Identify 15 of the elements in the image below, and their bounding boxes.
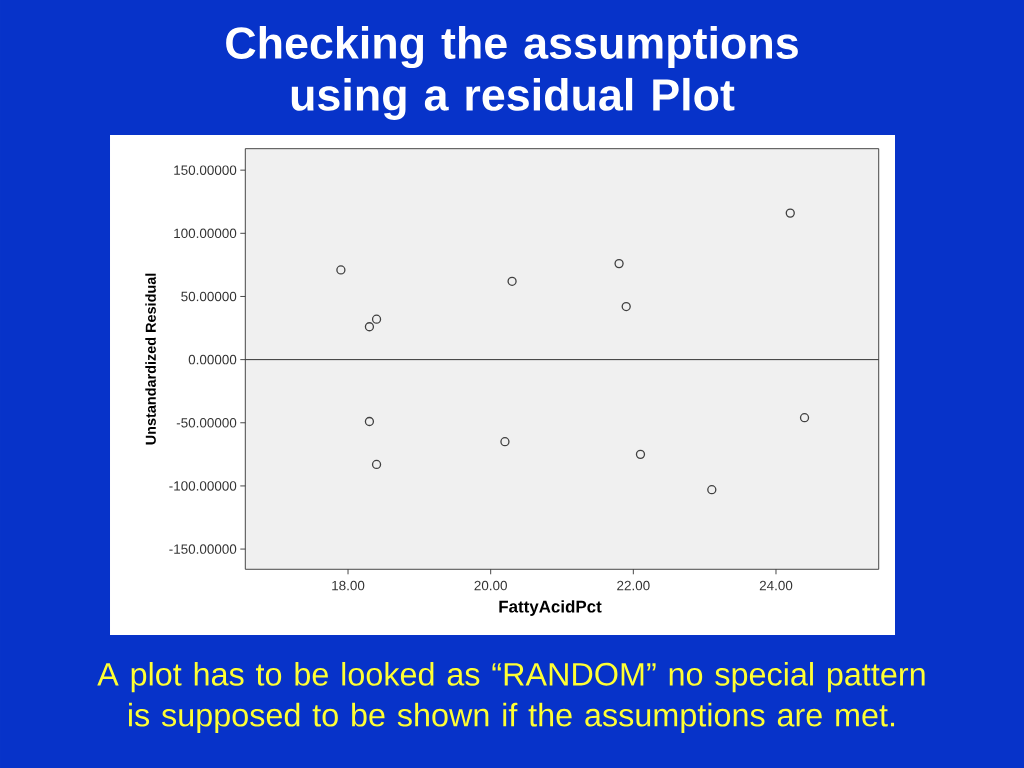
x-axis-title: FattyAcidPct bbox=[499, 600, 602, 616]
x-tick-label: 22.00 bbox=[617, 580, 650, 591]
y-tick-label: -100.00000 bbox=[169, 481, 237, 491]
x-tick-label: 18.00 bbox=[332, 580, 365, 591]
y-tick-label: 150.00000 bbox=[174, 165, 237, 175]
x-tick-label: 20.00 bbox=[474, 580, 507, 591]
x-tick-label: 24.00 bbox=[759, 580, 793, 591]
y-axis-title: Unstandardized Residual bbox=[145, 273, 156, 445]
y-tick-label: -50.00000 bbox=[176, 418, 237, 428]
chart-title: Checking the assumptions using a residual Plot bbox=[226, 26, 798, 120]
y-tick-label: 50.00000 bbox=[181, 291, 237, 302]
text: A plot has to be looked as “RANDOM” no special pattern is supposed to be shown if the assumptions are met. bbox=[97, 661, 925, 733]
y-tick-label: 100.00000 bbox=[174, 228, 237, 239]
y-tick-label: 0.00000 bbox=[188, 354, 237, 365]
y-tick-label: -150.00000 bbox=[169, 544, 237, 554]
